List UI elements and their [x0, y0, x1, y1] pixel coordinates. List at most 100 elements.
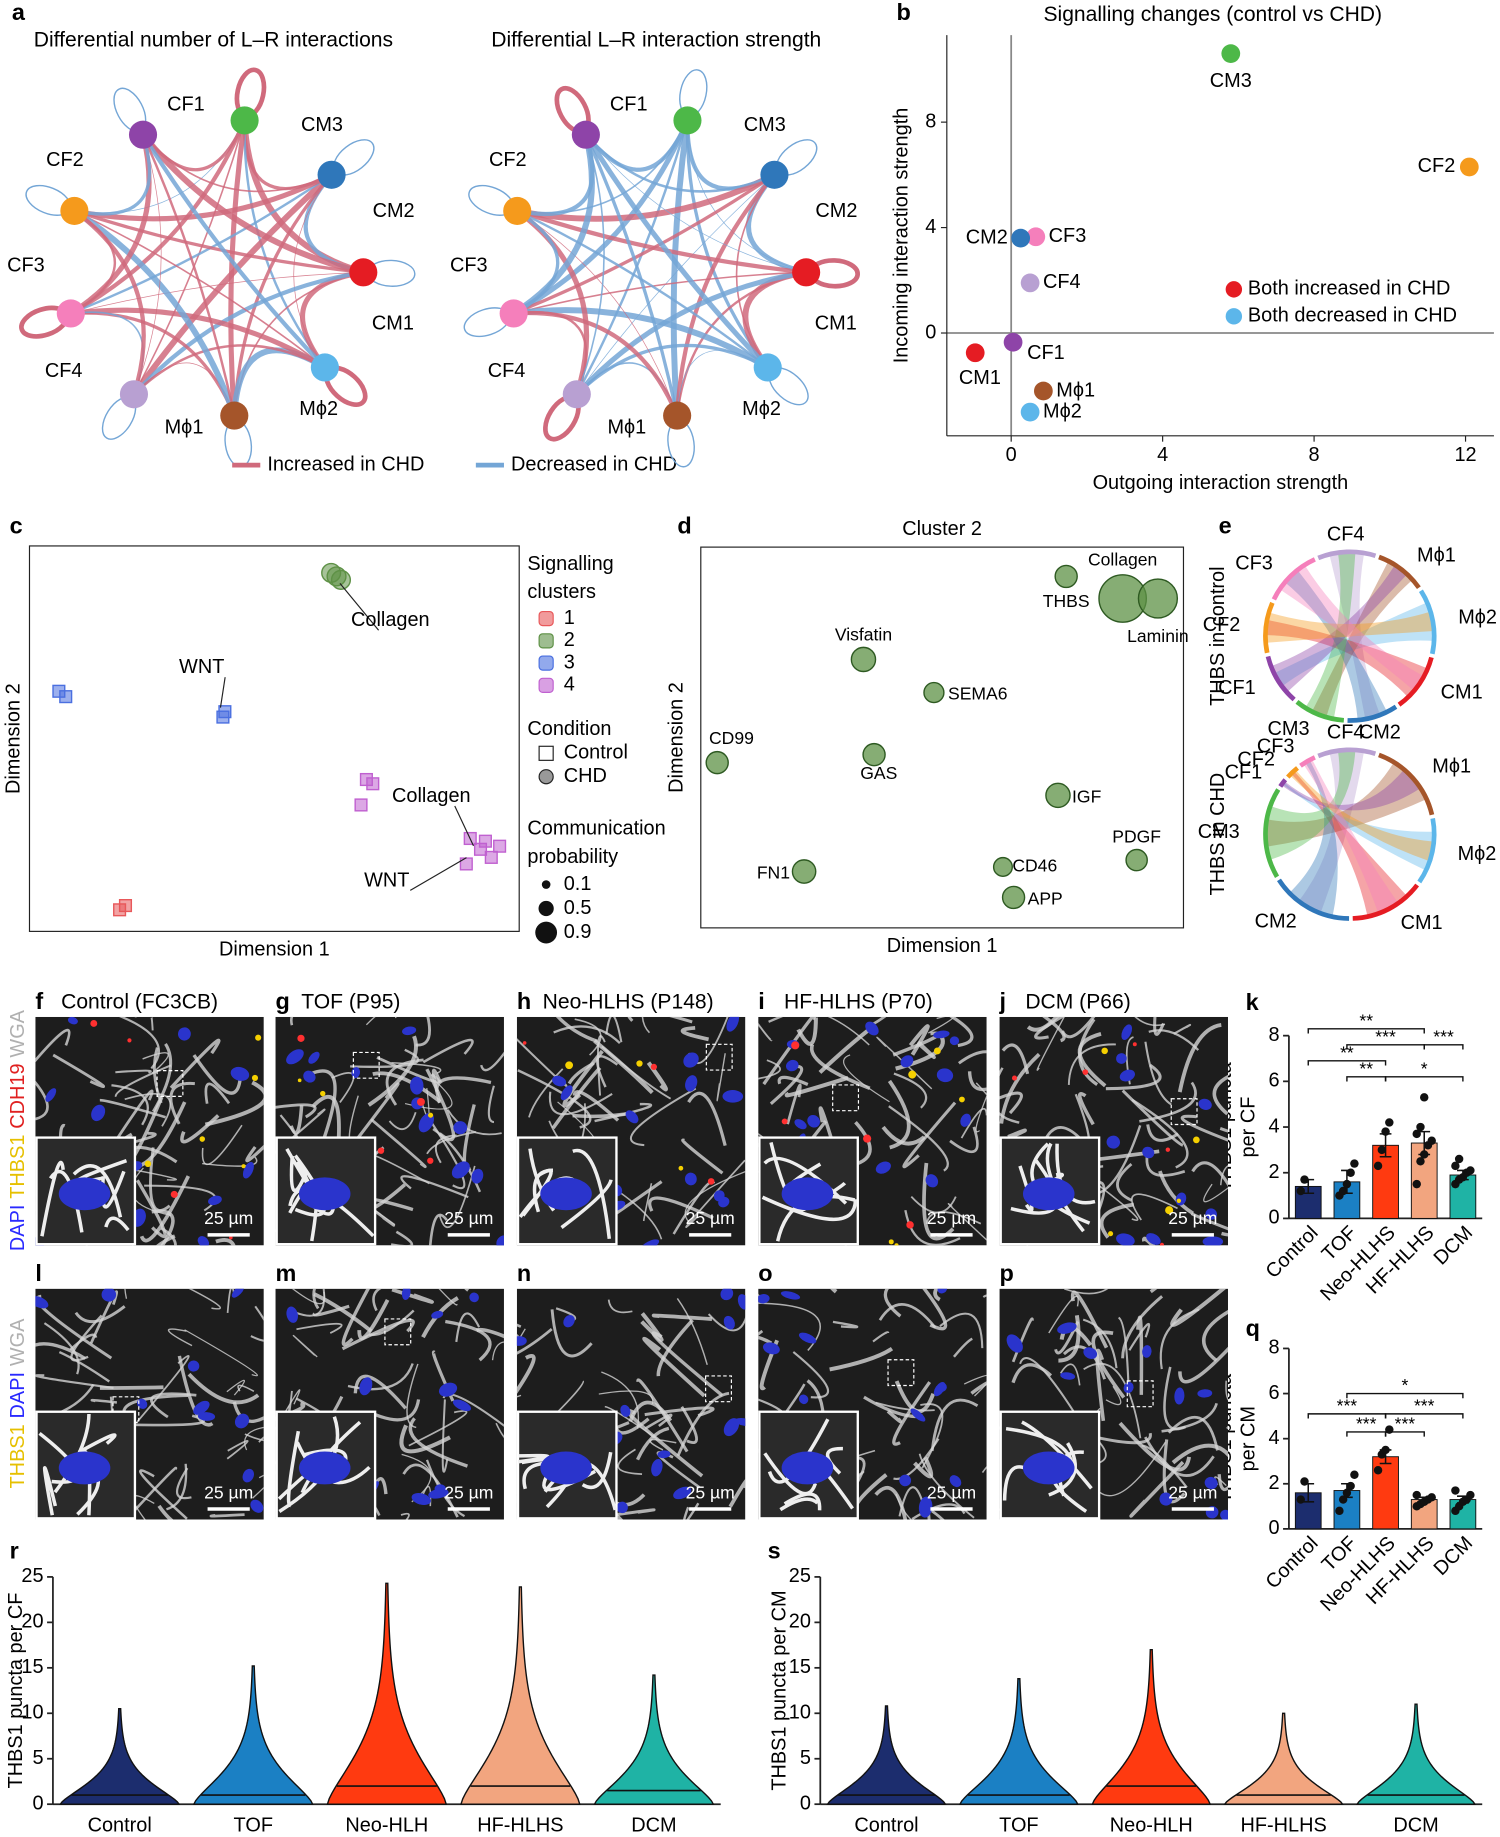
- membrane: [370, 1118, 427, 1169]
- membrane: [139, 1175, 191, 1243]
- nucleus: [673, 1486, 692, 1500]
- point-label: CM3: [1210, 70, 1252, 92]
- chart-title: Signalling changes (control vs CHD): [1043, 3, 1382, 26]
- membrane: [365, 1016, 397, 1026]
- membrane: [1105, 1063, 1162, 1091]
- nucleus: [402, 1026, 417, 1036]
- point: [992, 856, 1013, 877]
- edge: [516, 209, 769, 369]
- chart-title: Cluster 2: [902, 518, 982, 540]
- membrane: [681, 1138, 724, 1175]
- membrane: [1070, 1290, 1109, 1349]
- edge: [583, 133, 770, 370]
- nucleus: [722, 1090, 744, 1103]
- membrane: [35, 1028, 71, 1063]
- membrane: [640, 1312, 664, 1342]
- nucleus: [452, 1399, 472, 1412]
- membrane: [728, 1478, 746, 1508]
- membrane: [762, 1016, 817, 1086]
- sector-label: CF3: [1257, 735, 1295, 757]
- node-label: Mϕ1: [165, 417, 204, 439]
- edge: [141, 134, 236, 416]
- edge: [132, 270, 364, 396]
- violin: [1091, 1648, 1212, 1805]
- edge: [133, 120, 246, 395]
- nucleus: [234, 1413, 250, 1429]
- sector-label: Mϕ1: [1432, 756, 1471, 778]
- node-label: CM2: [373, 200, 415, 222]
- chord-sector: [1299, 755, 1316, 768]
- nucleus: [428, 1488, 449, 1499]
- y-axis-label: THBS1 puncta per CM: [769, 1590, 791, 1790]
- membrane: [829, 1346, 894, 1372]
- puncta: [707, 1178, 715, 1185]
- membrane: [422, 1038, 474, 1064]
- puncta: [199, 1136, 206, 1142]
- membrane: [1149, 1288, 1158, 1294]
- violin: [1355, 1703, 1477, 1805]
- membrane: [124, 1288, 128, 1299]
- nucleus: [651, 1458, 663, 1477]
- sector-label: CF4: [1327, 722, 1365, 744]
- membrane: [516, 1354, 536, 1395]
- membrane: [1099, 1441, 1166, 1497]
- scale-bar-label: 25 µm: [1168, 1482, 1217, 1502]
- edge: [675, 173, 777, 416]
- legend-marker: [1225, 308, 1243, 325]
- data-point: [1350, 1470, 1359, 1479]
- nucleus: [1146, 1233, 1161, 1245]
- point: [923, 681, 945, 704]
- nucleus: [684, 1172, 697, 1186]
- network-panel: Differential L–R interaction strength CM3…: [450, 29, 861, 468]
- nucleus: [657, 1450, 671, 1459]
- legend-label: Both decreased in CHD: [1248, 305, 1457, 327]
- nucleus: [453, 1121, 468, 1135]
- puncta: [229, 1235, 233, 1240]
- membrane: [237, 1384, 255, 1393]
- point-label: CM1: [959, 367, 1001, 389]
- nucleus: [936, 1068, 954, 1083]
- membrane: [949, 1016, 974, 1048]
- panel-letter: b: [896, 0, 910, 25]
- membrane: [920, 1403, 944, 1469]
- nucleus: [713, 1190, 725, 1202]
- significance-label: **: [1359, 1058, 1373, 1078]
- puncta: [127, 1038, 132, 1043]
- membrane: [516, 1328, 553, 1355]
- inset-membrane: [763, 1452, 818, 1496]
- chord-ribbon: [1265, 749, 1356, 861]
- y-tick-label: 8: [925, 110, 936, 132]
- y-tick-label: 0: [1268, 1517, 1279, 1539]
- inset-membrane: [521, 1168, 553, 1217]
- x-tick-label: TOF: [234, 1815, 273, 1837]
- membrane: [598, 1390, 654, 1405]
- panel-letter: l: [35, 1260, 42, 1286]
- membrane: [157, 1504, 174, 1520]
- nucleus: [933, 1381, 946, 1397]
- membrane: [353, 1374, 407, 1410]
- data-point: [1420, 1093, 1429, 1102]
- sector-label: CM1: [1401, 912, 1443, 934]
- edge: [70, 173, 333, 315]
- nucleus: [230, 1066, 250, 1081]
- scale-bar-label: 25 µm: [1168, 1208, 1217, 1228]
- node-label: CM3: [301, 114, 343, 136]
- nucleus: [616, 1501, 628, 1514]
- node: [349, 258, 378, 287]
- membrane: [614, 1508, 656, 1517]
- node-label: CF1: [610, 94, 648, 116]
- membrane: [372, 1071, 442, 1104]
- violin: [326, 1582, 448, 1805]
- node-label: CM3: [744, 114, 786, 136]
- inset-membrane: [825, 1446, 843, 1475]
- membrane: [1064, 1288, 1109, 1295]
- legend-marker: [538, 610, 554, 627]
- membrane: [290, 1016, 294, 1026]
- puncta: [781, 1118, 788, 1125]
- inset-nucleus: [298, 1451, 351, 1485]
- y-tick-label: 15: [21, 1656, 43, 1678]
- violin: [958, 1678, 1079, 1805]
- membrane: [922, 1288, 948, 1331]
- membrane: [893, 1072, 928, 1109]
